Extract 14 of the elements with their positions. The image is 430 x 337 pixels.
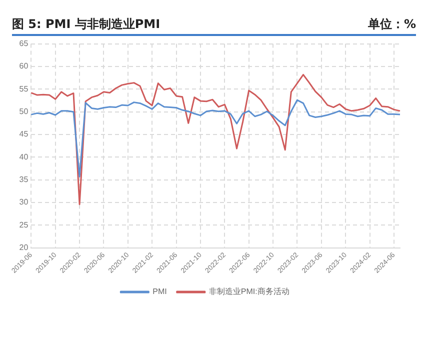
legend-label: PMI [152, 287, 167, 296]
y-tick-label: 55 [19, 84, 29, 94]
y-tick-label: 50 [19, 107, 29, 116]
y-tick-label: 40 [19, 152, 29, 162]
chart-title: 图 5: PMI 与非制造业PMI [12, 16, 160, 32]
y-tick-label: 30 [19, 198, 29, 207]
y-tick-label: 25 [19, 220, 29, 230]
y-tick-label: 45 [19, 130, 29, 139]
legend-label: 非制造业PMI:商务活动 [208, 287, 290, 296]
y-tick-label: 65 [19, 39, 29, 48]
y-axis-title: 单位：% [368, 16, 416, 32]
y-tick-label: 35 [19, 175, 29, 184]
y-tick-label: 20 [19, 243, 29, 252]
y-tick-label: 60 [19, 62, 29, 71]
